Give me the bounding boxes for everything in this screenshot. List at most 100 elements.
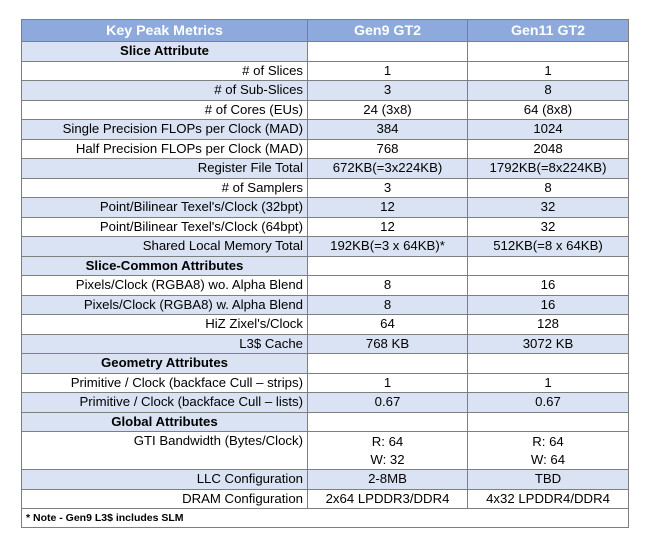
gen11-value: 128 bbox=[536, 316, 559, 332]
metric-label: Shared Local Memory Total bbox=[21, 236, 308, 257]
metric-label: # of Samplers bbox=[21, 177, 308, 198]
gen9-value-cell: 2x64 LPDDR3/DDR4 bbox=[307, 488, 468, 509]
section-header-row: Slice-Common Attributes bbox=[21, 255, 629, 276]
gen11-value: 4x32 LPDDR4/DDR4 bbox=[486, 490, 610, 506]
section-header-row: Global Attributes bbox=[21, 411, 629, 432]
gen11-value: 8 bbox=[544, 82, 552, 98]
gen9-value: 8 bbox=[383, 277, 392, 293]
gen11-value-cell: R: 64 W: 64 bbox=[467, 431, 629, 470]
table-row: Register File Total 672KB(=3x224KB) 1792KB… bbox=[21, 158, 629, 179]
gen11-value: 0.67 bbox=[535, 394, 561, 410]
gen9-value-cell: 12 bbox=[307, 197, 468, 218]
gen9-value: 0.67 bbox=[374, 394, 401, 410]
metrics-table-container: Key Peak Metrics Gen9 GT2 Gen11 GT2 Slic… bbox=[21, 19, 629, 528]
gen9-value: 2x64 LPDDR3/DDR4 bbox=[325, 490, 450, 506]
gen11-value: R: 64 bbox=[532, 433, 564, 449]
gen9-value-cell: 768 bbox=[307, 138, 468, 159]
section-blank-cell bbox=[307, 353, 468, 374]
metric-label: Point/Bilinear Texel's/Clock (64bpt) bbox=[21, 216, 308, 237]
key-peak-metrics-table: Key Peak Metrics Gen9 GT2 Gen11 GT2 Slic… bbox=[21, 19, 629, 528]
gen9-value-cell: 672KB(=3x224KB) bbox=[307, 158, 468, 179]
section-title: Global Attributes bbox=[21, 411, 308, 432]
table-body: Slice Attribute # of Slices 1 1 # of Sub-Sli… bbox=[21, 41, 629, 509]
section-blank-cell bbox=[307, 41, 468, 62]
gen11-value-cell: 64 (8x8) bbox=[467, 99, 629, 120]
gen11-value: W: 64 bbox=[530, 451, 566, 467]
gen9-value: 12 bbox=[380, 218, 395, 234]
gen11-value: 16 bbox=[540, 277, 556, 293]
gen9-value: 768 bbox=[376, 140, 399, 156]
metric-label: Pixels/Clock (RGBA8) wo. Alpha Blend bbox=[21, 275, 308, 296]
section-blank-cell bbox=[467, 411, 629, 432]
table-row: Half Precision FLOPs per Clock (MAD) 768 2… bbox=[21, 138, 629, 159]
table-row: # of Slices 1 1 bbox=[21, 60, 629, 81]
gen11-value: 32 bbox=[540, 199, 556, 215]
gen9-value-cell: 2-8MB bbox=[307, 469, 468, 490]
gen11-value: 1 bbox=[544, 374, 552, 390]
footnote: * Note - Gen9 L3$ includes SLM bbox=[21, 508, 629, 528]
metric-label: # of Slices bbox=[21, 60, 308, 81]
metric-label: # of Cores (EUs) bbox=[21, 99, 308, 120]
gen11-value-cell: 32 bbox=[467, 197, 629, 218]
section-blank-cell bbox=[307, 255, 468, 276]
table-row: GTI Bandwidth (Bytes/Clock) R: 64 W: 32 R: … bbox=[21, 431, 629, 470]
gen9-value: 1 bbox=[383, 374, 392, 390]
gen9-value: W: 32 bbox=[370, 451, 405, 467]
gen11-value: 8 bbox=[544, 179, 552, 195]
gen11-value-cell: TBD bbox=[467, 469, 629, 490]
table-row: LLC Configuration 2-8MB TBD bbox=[21, 469, 629, 490]
gen11-value-cell: 16 bbox=[467, 275, 629, 296]
gen11-value-cell: 16 bbox=[467, 294, 629, 315]
metric-label: L3$ Cache bbox=[21, 333, 308, 354]
gen9-value-cell: 384 bbox=[307, 119, 468, 140]
table-row: # of Sub-Slices 3 8 bbox=[21, 80, 629, 101]
metric-label: Half Precision FLOPs per Clock (MAD) bbox=[21, 138, 308, 159]
gen11-value-cell: 512KB(=8 x 64KB) bbox=[467, 236, 629, 257]
gen9-value-cell: 768 KB bbox=[307, 333, 468, 354]
gen9-value: 768 KB bbox=[365, 335, 410, 351]
metric-label: Register File Total bbox=[21, 158, 308, 179]
gen11-value: 64 (8x8) bbox=[523, 101, 573, 117]
gen9-value: 192KB(=3 x 64KB)* bbox=[330, 238, 445, 254]
gen9-value-cell: 12 bbox=[307, 216, 468, 237]
gen11-value-cell: 8 bbox=[467, 177, 629, 198]
section-title: Geometry Attributes bbox=[21, 353, 308, 374]
metric-label: Pixels/Clock (RGBA8) w. Alpha Blend bbox=[21, 294, 308, 315]
gen9-value: 12 bbox=[380, 199, 395, 215]
table-row: L3$ Cache 768 KB 3072 KB bbox=[21, 333, 629, 354]
section-blank-cell bbox=[467, 255, 629, 276]
gen9-value-cell: 0.67 bbox=[307, 392, 468, 413]
gen11-value: 1792KB(=8x224KB) bbox=[489, 160, 607, 176]
gen11-value: 512KB(=8 x 64KB) bbox=[493, 238, 603, 254]
section-title: Slice-Common Attributes bbox=[21, 255, 308, 276]
table-row: Point/Bilinear Texel's/Clock (64bpt) 12 32 bbox=[21, 216, 629, 237]
metric-label: LLC Configuration bbox=[21, 469, 308, 490]
metric-label: DRAM Configuration bbox=[21, 488, 308, 509]
note-row: * Note - Gen9 L3$ includes SLM bbox=[21, 508, 629, 528]
section-blank-cell bbox=[467, 353, 629, 374]
gen11-value-cell: 2048 bbox=[467, 138, 629, 159]
gen9-value-cell: 64 bbox=[307, 314, 468, 335]
gen11-value-cell: 1 bbox=[467, 372, 629, 393]
table-row: Primitive / Clock (backface Cull – strip… bbox=[21, 372, 629, 393]
gen9-value-cell: 8 bbox=[307, 275, 468, 296]
header-gen9: Gen9 GT2 bbox=[307, 19, 468, 42]
gen11-value-cell: 1024 bbox=[467, 119, 629, 140]
gen11-value: TBD bbox=[534, 471, 562, 487]
gen11-value: 1024 bbox=[533, 121, 563, 137]
table-row: Shared Local Memory Total 192KB(=3 x 64KB… bbox=[21, 236, 629, 257]
metric-label: Primitive / Clock (backface Cull – strip… bbox=[21, 372, 308, 393]
metric-label: Single Precision FLOPs per Clock (MAD) bbox=[21, 119, 308, 140]
table-row: Pixels/Clock (RGBA8) w. Alpha Blend 8 16 bbox=[21, 294, 629, 315]
header-metrics: Key Peak Metrics bbox=[21, 19, 308, 42]
section-header-row: Geometry Attributes bbox=[21, 353, 629, 374]
metric-label: GTI Bandwidth (Bytes/Clock) bbox=[21, 431, 308, 470]
table-row: # of Cores (EUs) 24 (3x8) 64 (8x8) bbox=[21, 99, 629, 120]
gen11-value: 1 bbox=[544, 62, 552, 78]
gen9-value: 384 bbox=[376, 121, 399, 137]
table-row: Single Precision FLOPs per Clock (MAD) 38… bbox=[21, 119, 629, 140]
metric-label: # of Sub-Slices bbox=[21, 80, 308, 101]
table-header-row: Key Peak Metrics Gen9 GT2 Gen11 GT2 bbox=[21, 19, 629, 42]
gen11-value-cell: 0.67 bbox=[467, 392, 629, 413]
gen9-value: 1 bbox=[383, 62, 392, 78]
